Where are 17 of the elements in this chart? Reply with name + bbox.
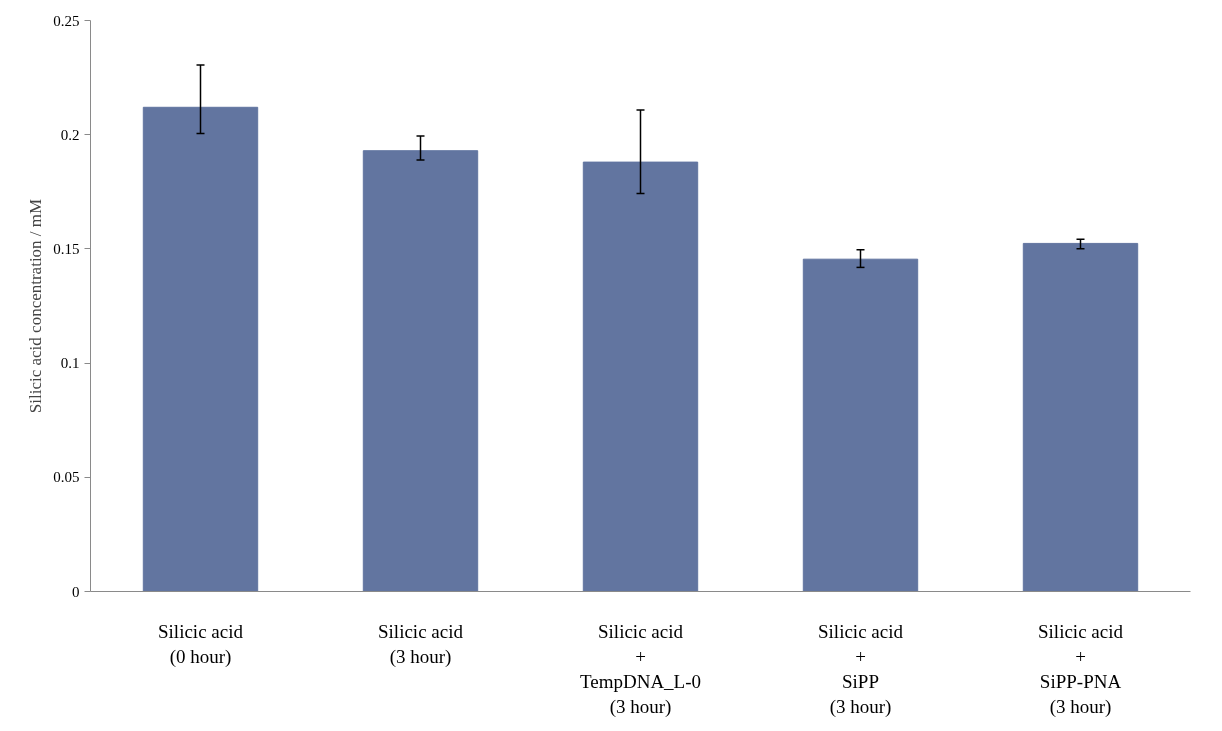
y-tick-label: 0.15 (53, 240, 80, 257)
bar (1022, 242, 1139, 592)
x-tick-label: Silicic acid + SiPP-PNA (3 hour) (1038, 620, 1124, 719)
x-tick-label: Silicic acid + TempDNA_L-0 (3 hour) (579, 620, 702, 719)
x-tick-label: Silicic acid + SiPP (3 hour) (818, 620, 904, 719)
bar (802, 258, 919, 592)
y-tick-label: 0.05 (53, 469, 80, 486)
y-tick-label: 0.2 (60, 126, 80, 143)
y-tick-label: 0 (72, 583, 80, 600)
bar (362, 150, 479, 592)
y-axis-title: Silicic acid concentration / mM (26, 198, 46, 414)
bar (582, 161, 699, 592)
y-tick-label: 0.25 (53, 12, 80, 29)
y-tick-label: 0.1 (60, 355, 80, 372)
bar (142, 106, 259, 592)
x-tick-label: Silicic acid (3 hour) (378, 620, 464, 668)
x-tick-label: Silicic acid (0 hour) (158, 620, 244, 668)
